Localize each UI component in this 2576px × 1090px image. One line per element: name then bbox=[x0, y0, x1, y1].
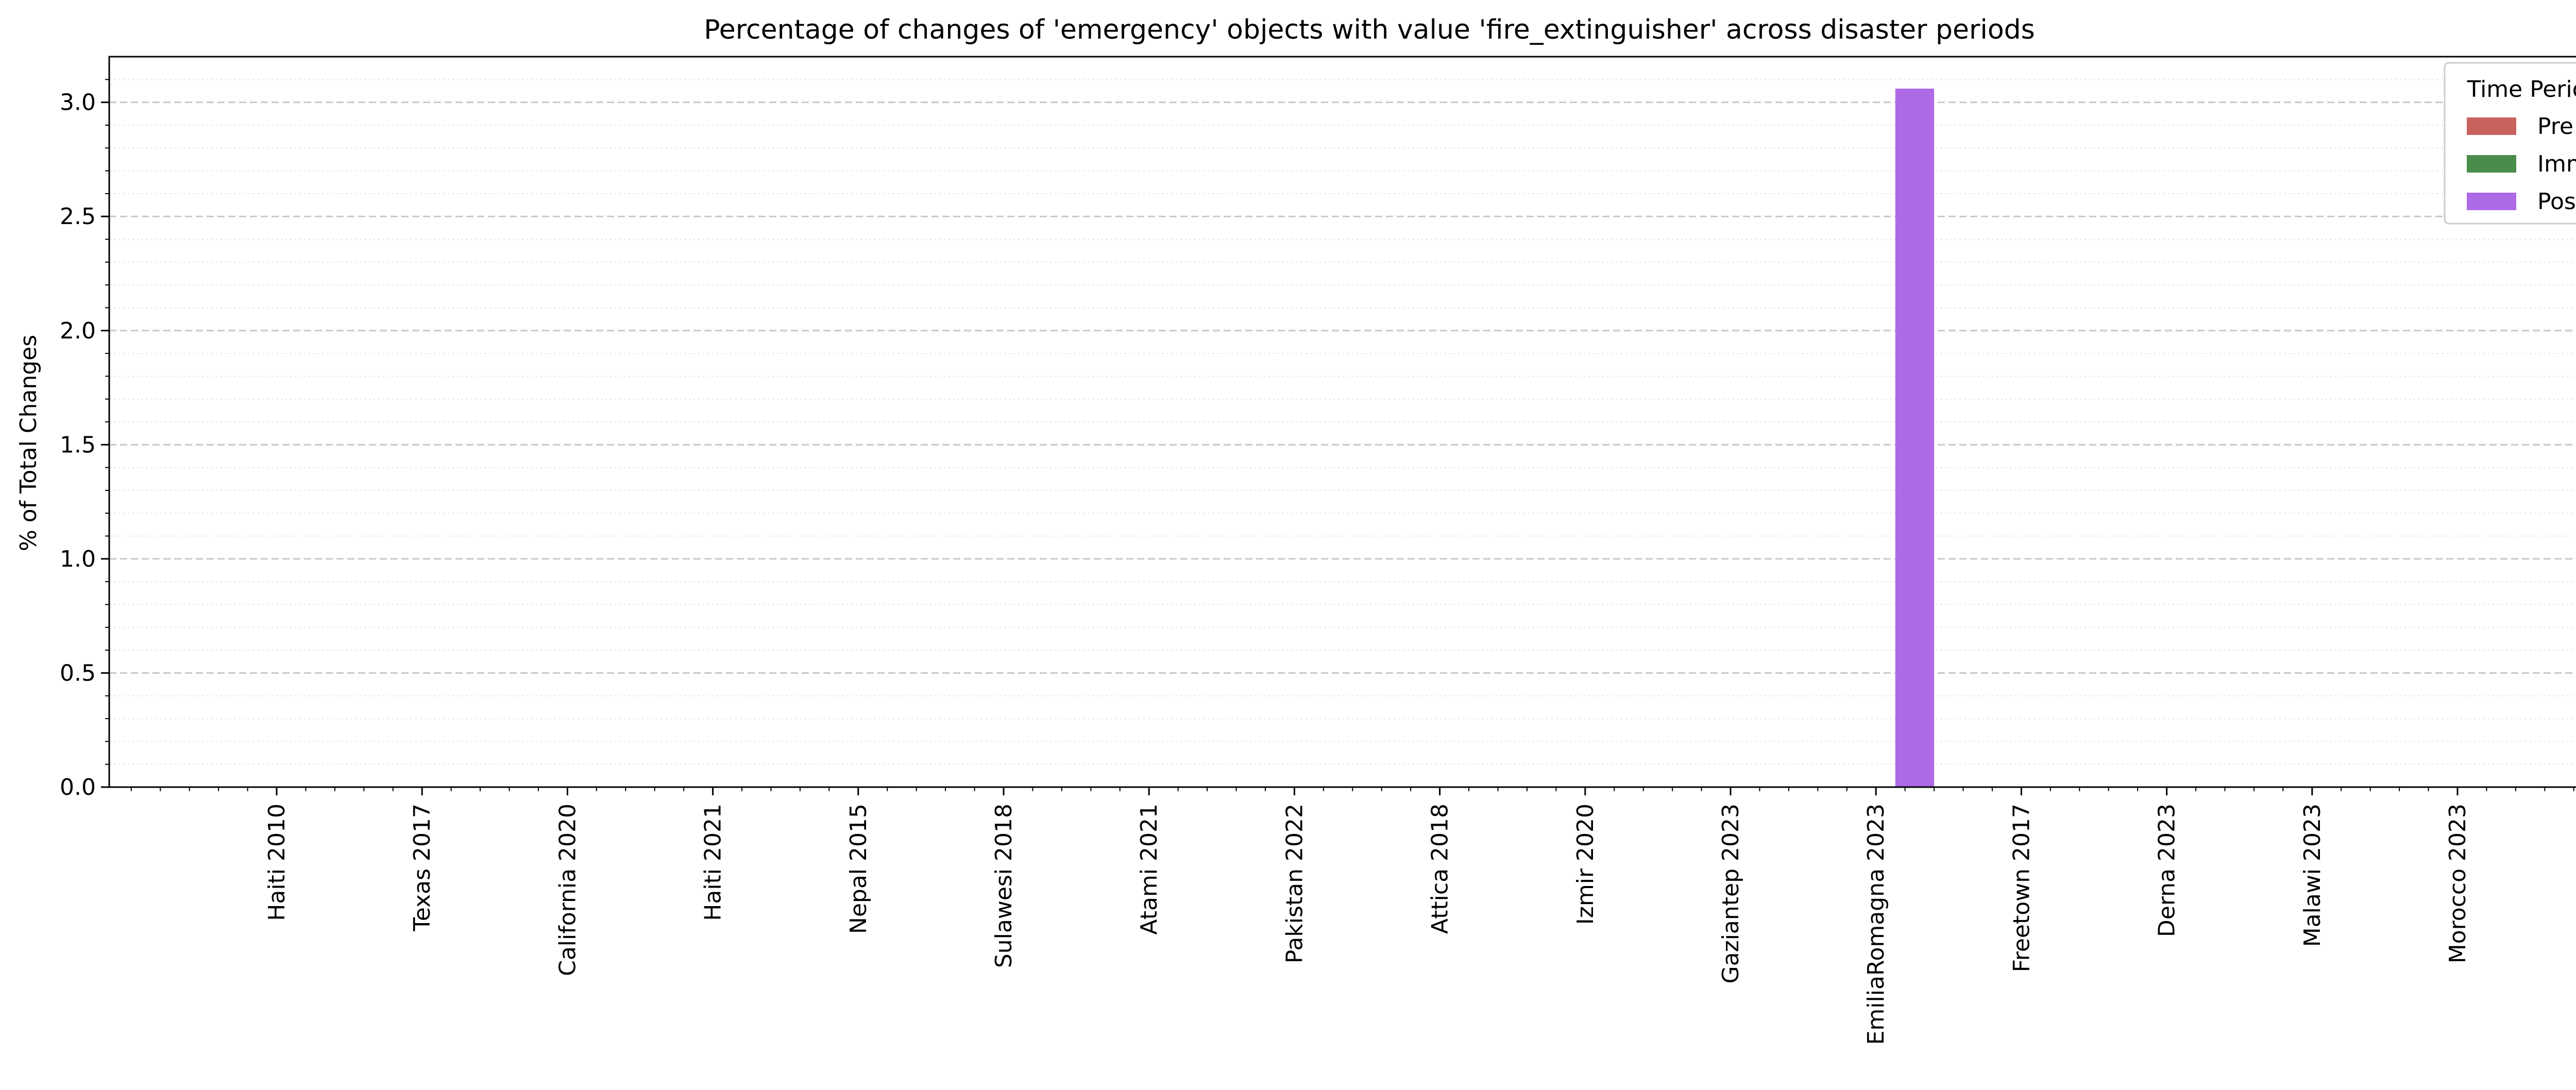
x-tick-label: Izmir 2020 bbox=[1572, 804, 1599, 925]
x-tick-label: Sulawesi 2018 bbox=[991, 804, 1017, 968]
x-tick-label: Texas 2017 bbox=[409, 804, 435, 932]
legend-swatch-post bbox=[2467, 193, 2516, 210]
x-tick-label: Attica 2018 bbox=[1427, 804, 1453, 934]
bars bbox=[1895, 89, 1935, 788]
bar-post bbox=[1895, 89, 1935, 788]
x-tick-label: Morocco 2023 bbox=[2445, 804, 2471, 963]
legend-label-post: Post bbox=[2537, 189, 2576, 215]
x-tick-label: Haiti 2010 bbox=[264, 804, 290, 921]
grid-lines bbox=[109, 79, 2576, 765]
y-tick-label: 2.5 bbox=[60, 203, 96, 230]
plot-frame bbox=[108, 56, 2576, 788]
legend-frame bbox=[2444, 62, 2576, 225]
y-axis-label: % of Total Changes bbox=[15, 335, 42, 551]
legend-label-pre: Pre bbox=[2537, 113, 2573, 140]
y-tick-label: 3.0 bbox=[60, 90, 96, 116]
y-tick-label: 1.0 bbox=[60, 546, 96, 572]
legend-swatch-imm bbox=[2467, 155, 2516, 173]
x-tick-label: California 2020 bbox=[554, 804, 581, 976]
y-tick-label: 1.5 bbox=[60, 432, 96, 458]
axes: 0.0 0.5 1.0 1.5 2.0 2.5 3.0 Haiti 2010 Texas 201… bbox=[60, 56, 2576, 1045]
x-tick-label: EmiliaRomagna 2023 bbox=[1863, 804, 1889, 1045]
y-tick-label: 0.0 bbox=[60, 774, 96, 801]
legend-title: Time Period bbox=[2467, 76, 2576, 103]
legend-label-imm: Imm bbox=[2537, 151, 2576, 177]
legend-swatch-pre bbox=[2467, 117, 2516, 135]
x-tick-label: Nepal 2015 bbox=[845, 804, 872, 934]
y-tick-label: 2.0 bbox=[60, 318, 96, 344]
x-tick-label: Malawi 2023 bbox=[2299, 804, 2326, 947]
x-tick-label: Freetown 2017 bbox=[2008, 804, 2035, 972]
chart-title: Percentage of changes of 'emergency' obj… bbox=[704, 14, 2035, 45]
x-tick-label: Pakistan 2022 bbox=[1281, 804, 1308, 963]
x-tick-label: Haiti 2021 bbox=[700, 804, 726, 921]
x-tick-label: Atami 2021 bbox=[1136, 804, 1162, 935]
x-tick-label: Derna 2023 bbox=[2154, 804, 2180, 937]
legend: Time Period Pre Imm Post bbox=[2444, 62, 2576, 225]
x-tick-label: Gaziantep 2023 bbox=[1718, 804, 1744, 983]
y-tick-label: 0.5 bbox=[60, 660, 96, 686]
